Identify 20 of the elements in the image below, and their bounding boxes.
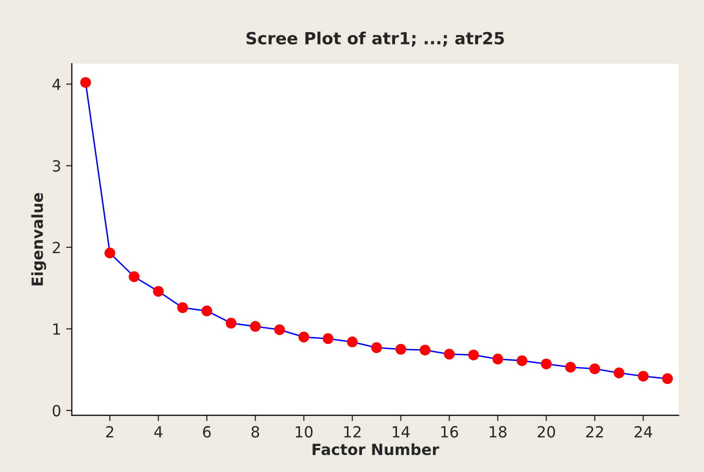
y-tick-label: 3 xyxy=(52,160,60,172)
x-tick-label: 10 xyxy=(296,426,313,438)
x-axis-title: Factor Number xyxy=(312,443,440,456)
x-tick-label: 24 xyxy=(634,426,652,438)
x-tick-label: 4 xyxy=(154,426,162,438)
chart-title: Scree Plot of atr1; ...; atr25 xyxy=(246,32,504,47)
x-tick-label: 22 xyxy=(586,426,603,438)
x-tick-label: 14 xyxy=(392,426,410,438)
x-tick-label: 6 xyxy=(203,426,211,438)
y-tick-label: 4 xyxy=(52,78,61,90)
x-tick-label: 18 xyxy=(490,426,506,438)
y-axis-title: Eigenvalue xyxy=(31,192,46,286)
x-tick-label: 20 xyxy=(538,426,555,438)
y-tick-label: 0 xyxy=(52,404,60,416)
y-tick-label: 2 xyxy=(52,242,60,254)
x-tick-label: 2 xyxy=(106,426,114,438)
x-tick-label: 8 xyxy=(252,426,260,438)
x-tick-label: 12 xyxy=(344,426,361,438)
x-tick-label: 16 xyxy=(441,426,458,438)
y-tick-label: 1 xyxy=(53,324,60,335)
